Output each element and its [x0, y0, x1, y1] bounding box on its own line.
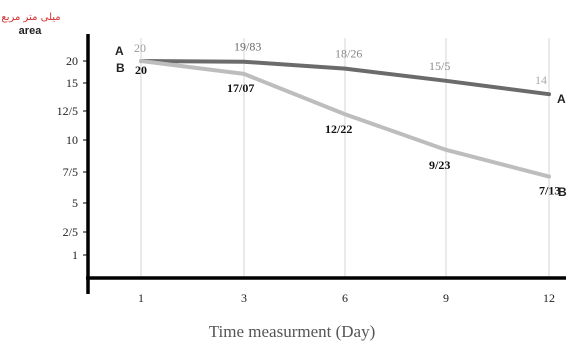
- x-axis-title: Time measurment (Day): [209, 322, 376, 341]
- y-tick-label: 5: [72, 196, 78, 210]
- y-tick-label: 1: [72, 248, 78, 262]
- x-tick-label: 1: [138, 291, 144, 305]
- data-label-b: 12/22: [325, 122, 352, 136]
- y-tick-label: 7/5: [63, 165, 78, 179]
- data-point-a: [242, 59, 246, 64]
- y-tick-label: 10: [66, 133, 78, 147]
- data-label-a: 15/5: [429, 59, 450, 73]
- data-point-b: [343, 112, 347, 117]
- data-point-b: [444, 148, 448, 152]
- x-tick-label: 12: [543, 291, 555, 305]
- data-point-b: [242, 72, 246, 76]
- data-label-a: 19/83: [234, 40, 261, 54]
- y-tick-label: 15: [66, 76, 78, 90]
- y-tick-label: 12/5: [57, 104, 78, 118]
- series-name-b-start: B: [116, 61, 125, 75]
- gridlines: [140, 38, 550, 278]
- data-label-a: 14: [535, 73, 547, 87]
- series: [139, 59, 551, 179]
- data-label-a: 18/26: [335, 47, 362, 61]
- labels: 20 19/83 18/2615/5142017/0712/229/237/13AB…: [115, 40, 567, 199]
- y-tick-label: 20: [66, 54, 78, 68]
- y-axis-title-persian: میلی متر مربع: [1, 12, 60, 23]
- data-point-a: [343, 66, 347, 71]
- data-point-b: [139, 59, 143, 63]
- y-axis-title: area: [19, 25, 43, 37]
- series-name-a-end: A: [557, 92, 566, 106]
- x-tick-label: 3: [241, 291, 247, 305]
- series-name-b-end: B: [558, 185, 567, 199]
- data-label-b: 20: [135, 63, 147, 77]
- y-tick-label: 2/5: [63, 225, 78, 239]
- data-point-a: [547, 92, 551, 96]
- data-label-b: 7/13: [539, 184, 560, 198]
- data-label-b: 9/23: [429, 158, 450, 172]
- data-label-a: 20: [134, 41, 146, 55]
- data-point-b: [547, 174, 551, 179]
- data-point-a: [444, 79, 448, 83]
- x-tick-label: 9: [443, 291, 449, 305]
- x-tick-label: 6: [342, 291, 348, 305]
- series-name-a-start: A: [115, 44, 124, 58]
- data-label-b: 17/07: [227, 81, 254, 95]
